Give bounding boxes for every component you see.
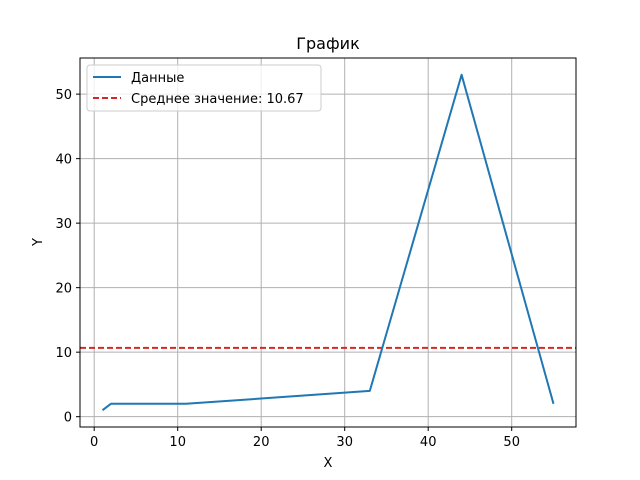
x-tick-label: 30: [336, 435, 353, 450]
grid: [80, 58, 576, 427]
x-axis: 0 10 20 30 40 50: [90, 427, 520, 450]
legend-label-data: Данные: [131, 71, 184, 86]
plot-frame: [79, 57, 577, 428]
x-tick-label: 50: [503, 435, 520, 450]
legend: Данные Среднее значение: 10.67: [86, 64, 322, 112]
series-layer: [80, 73, 576, 411]
y-tick-label: 30: [55, 217, 72, 232]
legend-box: [86, 64, 322, 112]
x-tick-label: 10: [169, 435, 186, 450]
y-tick-label: 40: [55, 153, 72, 168]
x-tick-label: 20: [253, 435, 270, 450]
data-series-line: [101, 73, 555, 411]
y-tick-label: 10: [55, 346, 72, 361]
x-axis-label: X: [324, 456, 333, 471]
y-axis: 0 10 20 30 40 50: [55, 88, 80, 426]
y-axis-label: Y: [31, 238, 46, 247]
chart-title: График: [296, 34, 360, 53]
legend-label-mean: Среднее значение: 10.67: [131, 92, 304, 107]
y-tick-label: 20: [55, 282, 72, 297]
x-tick-label: 40: [420, 435, 437, 450]
x-tick-label: 0: [90, 435, 98, 450]
y-tick-label: 50: [55, 88, 72, 103]
y-tick-label: 0: [64, 411, 72, 426]
